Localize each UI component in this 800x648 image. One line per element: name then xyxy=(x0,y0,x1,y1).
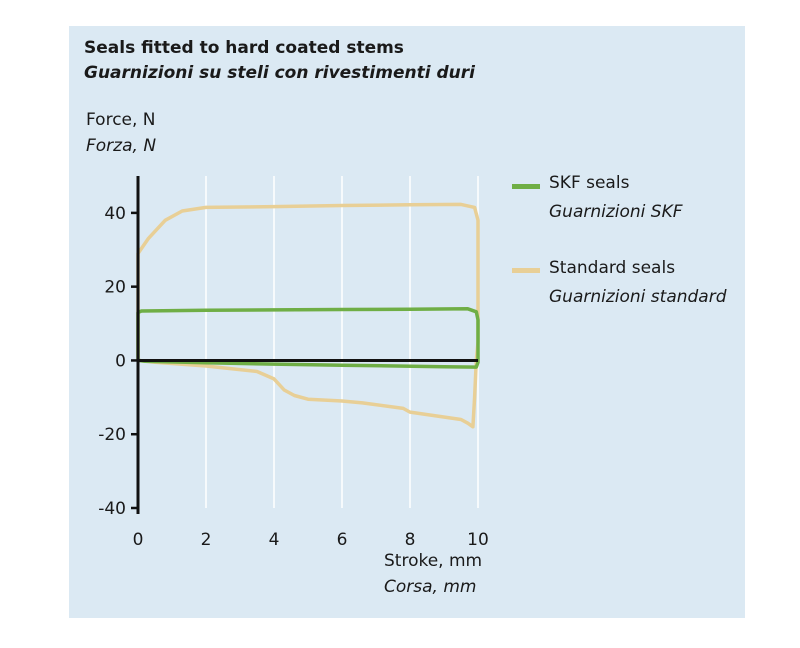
y-tick-label: 40 xyxy=(104,204,126,224)
x-tick-label: 10 xyxy=(467,530,489,550)
legend-swatch-standard xyxy=(512,268,540,273)
x-tick-label: 2 xyxy=(201,530,212,550)
x-axis-label-alt: Corsa, mm xyxy=(384,577,477,597)
y-axis-label: Force, N xyxy=(86,110,156,130)
chart-panel xyxy=(69,26,745,618)
series-line xyxy=(136,202,480,429)
y-axis-label-alt: Forza, N xyxy=(86,136,157,156)
chart-subtitle: Guarnizioni su steli con rivestimenti du… xyxy=(84,63,475,83)
y-tick-label: 0 xyxy=(115,351,126,371)
x-tick-label: 8 xyxy=(405,530,416,550)
x-tick-label: 0 xyxy=(133,530,144,550)
x-tick-label: 4 xyxy=(269,530,280,550)
y-tick-label: -40 xyxy=(98,499,126,519)
legend-label-standard-alt: Guarnizioni standard xyxy=(549,287,727,307)
series-line xyxy=(136,307,480,369)
legend-swatch-skf xyxy=(512,184,540,189)
x-axis-label: Stroke, mm xyxy=(384,551,483,571)
legend-label-skf-alt: Guarnizioni SKF xyxy=(549,202,683,222)
legend-label-skf: SKF seals xyxy=(549,173,630,193)
legend-label-standard: Standard seals xyxy=(549,258,676,278)
chart-title: Seals fitted to hard coated stems xyxy=(84,38,404,58)
y-tick-label: -20 xyxy=(98,425,126,445)
x-tick-label: 6 xyxy=(337,530,348,550)
y-tick-label: 20 xyxy=(104,278,126,298)
